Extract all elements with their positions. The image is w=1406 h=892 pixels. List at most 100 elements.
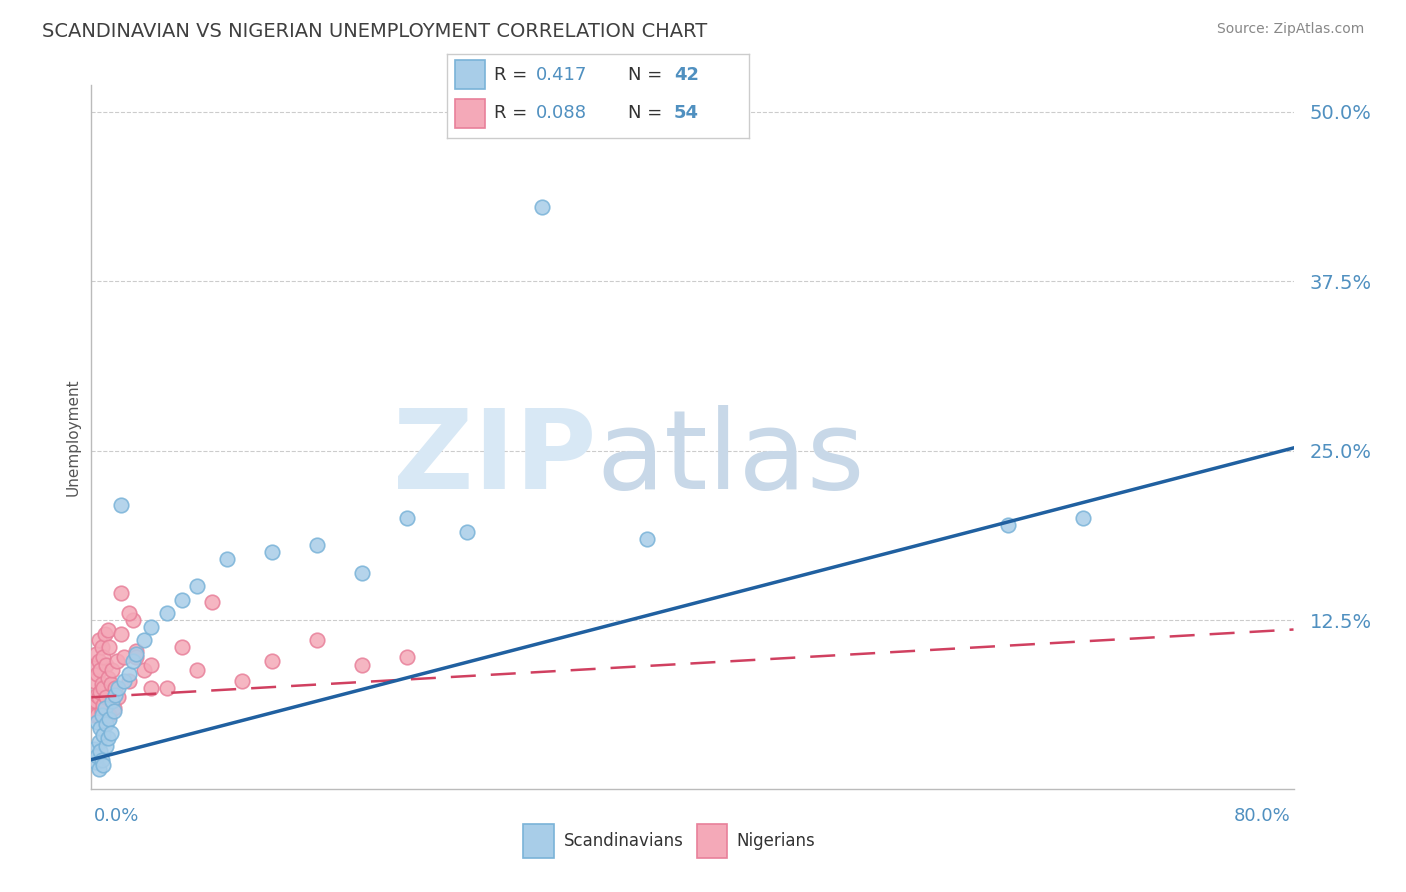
Text: atlas: atlas xyxy=(596,405,865,512)
Point xyxy=(82,701,104,715)
Point xyxy=(104,681,127,695)
Point xyxy=(87,633,110,648)
Point xyxy=(997,518,1019,533)
Point xyxy=(141,620,163,634)
Text: ZIP: ZIP xyxy=(392,405,596,512)
Point xyxy=(105,654,128,668)
Point xyxy=(141,657,163,672)
Point xyxy=(350,566,373,580)
Text: R =: R = xyxy=(494,103,533,122)
Point xyxy=(107,681,129,695)
Point xyxy=(86,688,108,702)
Point xyxy=(84,756,107,770)
Point xyxy=(90,676,112,690)
Point xyxy=(155,681,177,695)
Point xyxy=(125,644,148,658)
Point xyxy=(132,633,155,648)
Point xyxy=(83,707,105,722)
Point xyxy=(86,714,108,729)
Point xyxy=(96,717,118,731)
Point xyxy=(94,701,117,715)
Point xyxy=(84,694,107,708)
Text: N =: N = xyxy=(628,103,668,122)
Text: SCANDINAVIAN VS NIGERIAN UNEMPLOYMENT CORRELATION CHART: SCANDINAVIAN VS NIGERIAN UNEMPLOYMENT CO… xyxy=(42,22,707,41)
Point xyxy=(97,671,120,685)
Point xyxy=(215,552,238,566)
Point xyxy=(90,640,112,654)
Point xyxy=(86,667,108,681)
Point xyxy=(86,748,108,763)
Text: 80.0%: 80.0% xyxy=(1234,807,1291,825)
Point xyxy=(90,704,112,718)
Bar xyxy=(696,823,727,858)
Point xyxy=(94,714,117,729)
Point xyxy=(395,511,418,525)
Point xyxy=(110,626,132,640)
Point xyxy=(231,673,253,688)
Point xyxy=(456,524,478,539)
Point xyxy=(170,640,193,654)
Bar xyxy=(454,61,485,89)
Point xyxy=(93,681,115,695)
Point xyxy=(122,613,145,627)
Point xyxy=(84,647,107,661)
Point xyxy=(170,592,193,607)
Text: 0.088: 0.088 xyxy=(536,103,588,122)
Point xyxy=(125,649,148,664)
Text: R =: R = xyxy=(494,66,533,84)
Point xyxy=(118,667,141,681)
Point xyxy=(100,676,122,690)
Point xyxy=(96,690,118,705)
Point xyxy=(260,545,283,559)
Point xyxy=(93,698,115,713)
Point xyxy=(114,649,136,664)
Text: Nigerians: Nigerians xyxy=(737,831,815,850)
Text: 0.417: 0.417 xyxy=(536,66,588,84)
Point xyxy=(87,762,110,776)
Point xyxy=(93,758,115,772)
Point xyxy=(98,640,121,654)
Point xyxy=(110,586,132,600)
Point xyxy=(141,681,163,695)
Point xyxy=(186,579,208,593)
Point xyxy=(103,704,125,718)
Text: 54: 54 xyxy=(673,103,699,122)
Text: 42: 42 xyxy=(673,66,699,84)
Point xyxy=(118,673,141,688)
Text: 0.0%: 0.0% xyxy=(94,807,139,825)
Point xyxy=(201,595,224,609)
Point xyxy=(101,694,124,708)
Point xyxy=(86,707,108,722)
Text: Scandinavians: Scandinavians xyxy=(564,831,683,850)
Text: N =: N = xyxy=(628,66,668,84)
Point xyxy=(98,712,121,726)
Point xyxy=(100,725,122,739)
Point xyxy=(97,731,120,745)
Point xyxy=(531,200,554,214)
Point xyxy=(96,739,118,753)
Point xyxy=(395,649,418,664)
Point xyxy=(84,660,107,674)
Point xyxy=(636,532,658,546)
Point xyxy=(97,623,120,637)
Point xyxy=(107,690,129,705)
Point xyxy=(305,539,328,553)
Point xyxy=(260,654,283,668)
Bar xyxy=(454,99,485,128)
Point xyxy=(87,735,110,749)
Point xyxy=(104,688,127,702)
Point xyxy=(89,744,111,758)
Point xyxy=(83,741,105,756)
Point xyxy=(93,649,115,664)
Point xyxy=(122,654,145,668)
Point xyxy=(89,663,111,677)
Point xyxy=(155,607,177,621)
Point xyxy=(93,728,115,742)
Point xyxy=(305,633,328,648)
Point xyxy=(98,707,121,722)
Point xyxy=(132,663,155,677)
Point xyxy=(96,657,118,672)
Point xyxy=(101,663,124,677)
Text: Source: ZipAtlas.com: Source: ZipAtlas.com xyxy=(1216,22,1364,37)
Point xyxy=(89,685,111,699)
